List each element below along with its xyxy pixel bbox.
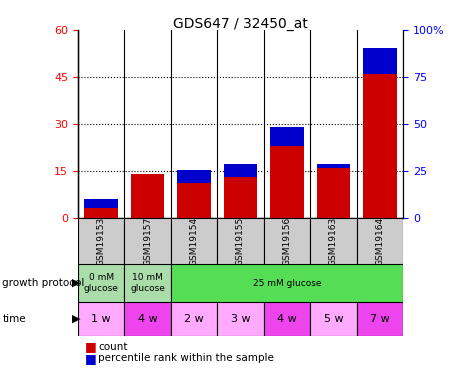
FancyBboxPatch shape (357, 302, 403, 336)
Text: ▶: ▶ (72, 314, 81, 324)
Text: 10 mM
glucose: 10 mM glucose (130, 273, 165, 293)
Text: 25 mM glucose: 25 mM glucose (253, 279, 321, 288)
Bar (270, 127, 304, 146)
Text: ■: ■ (85, 340, 97, 353)
Text: 4 w: 4 w (277, 314, 297, 324)
Text: GSM19153: GSM19153 (97, 216, 106, 266)
FancyBboxPatch shape (78, 217, 124, 264)
FancyBboxPatch shape (124, 302, 171, 336)
Text: percentile rank within the sample: percentile rank within the sample (98, 353, 274, 363)
FancyBboxPatch shape (171, 264, 403, 302)
Bar (177, 170, 211, 183)
Bar (363, 74, 397, 217)
FancyBboxPatch shape (310, 217, 357, 264)
FancyBboxPatch shape (78, 302, 124, 336)
FancyBboxPatch shape (217, 302, 264, 336)
FancyBboxPatch shape (171, 217, 217, 264)
Bar (224, 177, 257, 218)
Bar (316, 164, 350, 168)
FancyBboxPatch shape (217, 217, 264, 264)
Bar (84, 199, 118, 208)
Text: 5 w: 5 w (323, 314, 343, 324)
Bar (131, 174, 164, 217)
Text: 3 w: 3 w (231, 314, 250, 324)
FancyBboxPatch shape (78, 264, 124, 302)
Bar (363, 48, 397, 74)
Text: ▶: ▶ (72, 278, 81, 288)
Text: 1 w: 1 w (91, 314, 111, 324)
FancyBboxPatch shape (124, 264, 171, 302)
Text: 2 w: 2 w (184, 314, 204, 324)
Text: GSM19163: GSM19163 (329, 216, 338, 266)
Text: GDS647 / 32450_at: GDS647 / 32450_at (173, 17, 308, 31)
FancyBboxPatch shape (357, 217, 403, 264)
Text: GSM19154: GSM19154 (190, 216, 198, 266)
Text: time: time (2, 314, 26, 324)
Text: GSM19164: GSM19164 (375, 216, 384, 266)
Text: GSM19157: GSM19157 (143, 216, 152, 266)
Text: growth protocol: growth protocol (2, 278, 85, 288)
Bar (177, 183, 211, 218)
Text: 0 mM
glucose: 0 mM glucose (84, 273, 119, 293)
Text: 7 w: 7 w (370, 314, 390, 324)
Text: GSM19155: GSM19155 (236, 216, 245, 266)
Bar (270, 146, 304, 218)
Text: count: count (98, 342, 128, 352)
Bar (84, 208, 118, 218)
Text: ■: ■ (85, 352, 97, 364)
Text: 4 w: 4 w (138, 314, 158, 324)
FancyBboxPatch shape (171, 302, 217, 336)
Bar (316, 168, 350, 217)
FancyBboxPatch shape (310, 302, 357, 336)
FancyBboxPatch shape (264, 217, 310, 264)
Bar (224, 164, 257, 177)
Text: GSM19156: GSM19156 (283, 216, 291, 266)
FancyBboxPatch shape (264, 302, 310, 336)
FancyBboxPatch shape (124, 217, 171, 264)
